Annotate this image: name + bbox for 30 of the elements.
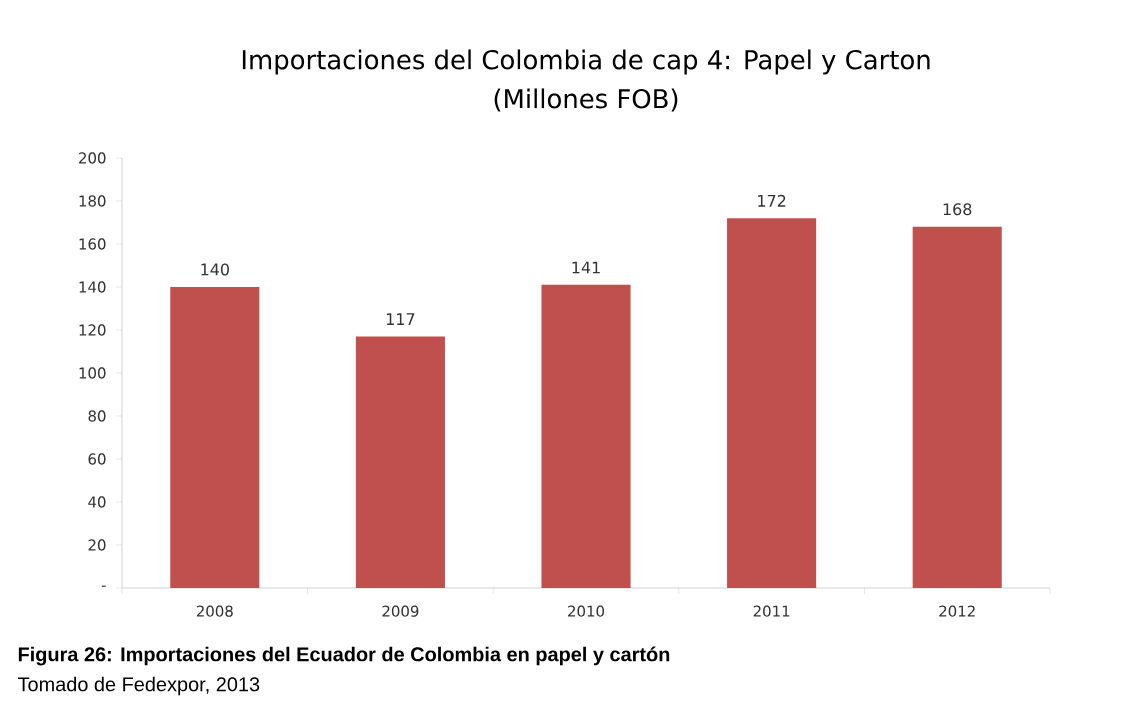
x-tick-label: 2010 — [568, 605, 605, 617]
x-tick-label: 2008 — [196, 605, 233, 617]
text: Figura 26: Importaciones del Ecuador de Colombia en papel y cartón — [18, 646, 670, 666]
chart-subtitle: (Millones FOB) — [494, 88, 678, 112]
y-tick-label: - — [101, 585, 106, 587]
y-tick-label: 160 — [79, 238, 106, 250]
bar — [727, 218, 817, 588]
bar — [541, 284, 631, 588]
text: Tomado de Fedexpor, 2013 — [17, 676, 260, 696]
data-label: 117 — [386, 313, 415, 325]
x-tick-label: 2011 — [753, 605, 790, 617]
y-tick-label: 140 — [79, 281, 106, 293]
y-tick-label: 100 — [79, 367, 106, 379]
bar — [170, 286, 260, 588]
y-tick-label: 60 — [88, 453, 106, 465]
y-tick-label: 200 — [79, 152, 106, 164]
data-label: 140 — [201, 263, 229, 276]
bar — [912, 226, 1002, 588]
bar — [355, 336, 445, 588]
chart-title: Importaciones del Colombia de cap 4: Papel y Carton — [242, 49, 930, 75]
data-label: 168 — [943, 203, 972, 216]
x-tick-label: 2009 — [382, 605, 419, 617]
y-tick-label: 180 — [79, 195, 106, 207]
data-label: 172 — [758, 194, 786, 207]
y-tick-label: 80 — [88, 410, 106, 422]
y-tick-label: 20 — [88, 539, 106, 551]
y-tick-label: 120 — [79, 324, 106, 336]
data-label: 141 — [572, 261, 600, 274]
y-tick-label: 40 — [88, 496, 106, 508]
x-tick-label: 2012 — [939, 605, 975, 617]
